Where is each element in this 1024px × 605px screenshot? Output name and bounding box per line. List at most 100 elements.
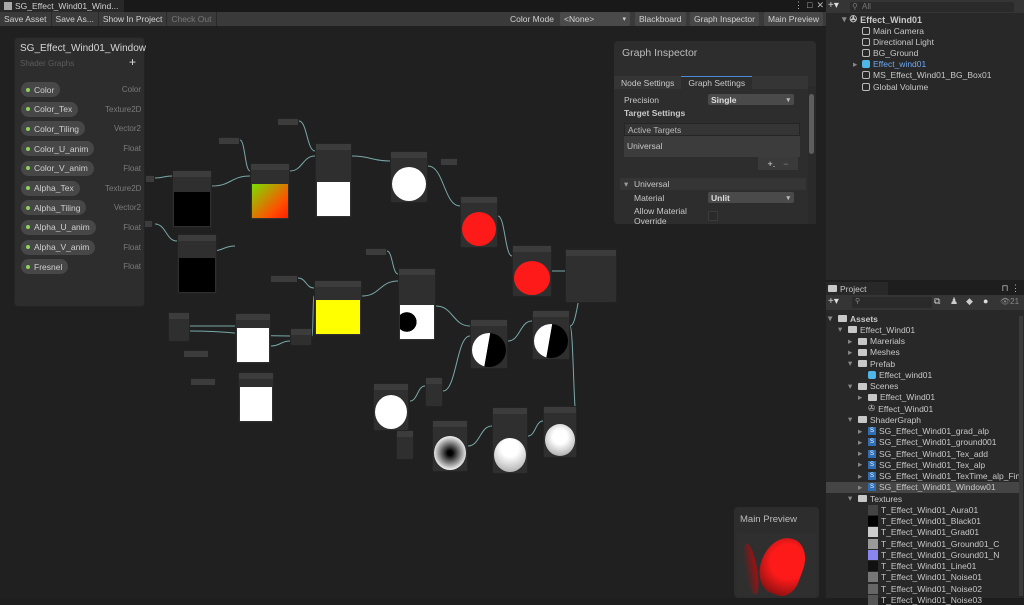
graph-node[interactable] (396, 430, 414, 460)
graph-node[interactable] (373, 383, 409, 431)
project-item[interactable]: ▸ Effect_Wind01 (858, 392, 935, 403)
project-item[interactable]: ▾ Textures (848, 493, 902, 504)
blackboard-property[interactable]: Color_U_anim Float (21, 141, 141, 157)
precision-dropdown[interactable]: Single (708, 94, 794, 105)
graph-node[interactable] (398, 268, 436, 341)
node-header[interactable] (191, 379, 215, 385)
inspector-scrollbar[interactable] (808, 86, 816, 224)
window-tab[interactable]: SG_Effect_Wind01_Wind... (0, 0, 125, 12)
hierarchy-scene-root[interactable]: ▾ ✇ Effect_Wind01 (842, 14, 922, 25)
project-item[interactable]: ▾ Assets (828, 313, 878, 324)
node-header[interactable] (493, 408, 527, 414)
add-property-button[interactable]: + (128, 55, 136, 69)
graph-node[interactable] (460, 196, 498, 248)
close-icon[interactable]: ✕ (816, 0, 824, 10)
graph-node[interactable] (432, 420, 468, 472)
property-pill[interactable]: Alpha_V_anim (21, 239, 96, 255)
project-item[interactable]: T_Effect_Wind01_Ground01_C (858, 538, 999, 549)
graph-node[interactable] (145, 175, 155, 182)
main-preview-toggle[interactable]: Main Preview (764, 12, 824, 26)
universal-section-header[interactable]: ▾ Universal (620, 178, 806, 190)
hierarchy-item[interactable]: MS_Effect_Wind01_BG_Box01 (862, 70, 991, 81)
property-pill[interactable]: Fresnel (21, 259, 69, 275)
project-item[interactable]: ▸ S SG_Effect_Wind01_TexTime_alp_Fin (858, 471, 1020, 482)
graph-node[interactable] (290, 328, 312, 346)
save-as-button[interactable]: Save As... (52, 12, 99, 26)
project-item[interactable]: ▸ S SG_Effect_Wind01_Window01 (858, 482, 996, 493)
graph-node[interactable] (190, 378, 216, 385)
project-item[interactable]: T_Effect_Wind01_Black01 (858, 516, 981, 527)
project-tab[interactable]: Project (826, 282, 888, 295)
hierarchy-item[interactable]: Main Camera (862, 25, 924, 36)
graph-node[interactable] (218, 137, 240, 144)
property-pill[interactable]: Color_Tiling (21, 121, 86, 137)
graph-node[interactable] (168, 312, 190, 342)
project-item[interactable]: T_Effect_Wind01_Noise03 (858, 594, 982, 605)
hierarchy-item[interactable]: Directional Light (862, 36, 934, 47)
blackboard-property[interactable]: Color_Tiling Vector2 (21, 121, 141, 137)
blackboard-property[interactable]: Color Color (21, 82, 141, 97)
project-item[interactable]: T_Effect_Wind01_Noise01 (858, 572, 982, 583)
allow-material-override-checkbox[interactable] (708, 211, 718, 221)
node-header[interactable] (391, 152, 427, 158)
node-header[interactable] (239, 373, 273, 379)
graph-node[interactable] (390, 151, 428, 203)
blackboard-property[interactable]: Fresnel Float (21, 259, 141, 275)
property-pill[interactable]: Color_V_anim (21, 160, 94, 176)
hierarchy-item[interactable]: Global Volume (862, 81, 928, 92)
node-header[interactable] (316, 144, 351, 150)
graph-node[interactable] (235, 313, 271, 364)
graph-node[interactable] (172, 170, 212, 228)
blackboard-property[interactable]: Alpha_Tiling Vector2 (21, 200, 141, 216)
property-pill[interactable]: Alpha_Tex (21, 180, 80, 196)
project-item[interactable]: ✇ Effect_Wind01 (858, 403, 933, 414)
lock-icon[interactable]: ⊓ ⋮ (1001, 283, 1020, 293)
node-header[interactable] (544, 407, 576, 413)
node-header[interactable] (315, 281, 361, 287)
graph-node[interactable] (440, 158, 458, 165)
project-scrollbar[interactable] (1019, 316, 1023, 596)
node-header[interactable] (533, 311, 569, 317)
maximize-icon[interactable]: □ (807, 0, 813, 10)
graph-node[interactable] (512, 245, 552, 297)
node-header[interactable] (366, 249, 386, 255)
node-header[interactable] (397, 431, 413, 437)
project-item[interactable]: T_Effect_Wind01_Grad01 (858, 527, 979, 538)
node-header[interactable] (146, 176, 154, 182)
node-header[interactable] (566, 250, 616, 256)
project-item[interactable]: ▸ Meshes (848, 347, 900, 358)
project-item[interactable]: ▸ S SG_Effect_Wind01_Tex_add (858, 448, 988, 459)
property-pill[interactable]: Color_U_anim (21, 141, 95, 157)
project-item[interactable]: ▸ S SG_Effect_Wind01_Tex_alp (858, 459, 985, 470)
remove-target-button[interactable]: − (783, 158, 789, 169)
graph-node[interactable] (565, 249, 617, 256)
node-header[interactable] (399, 269, 435, 275)
node-header[interactable] (169, 313, 189, 319)
node-header[interactable] (433, 421, 467, 427)
node-header[interactable] (178, 235, 216, 241)
property-pill[interactable]: Alpha_Tiling (21, 200, 87, 216)
project-item[interactable]: ▾ Prefab (848, 358, 895, 369)
node-header[interactable] (184, 351, 208, 357)
project-item[interactable]: ▾ ShaderGraph (848, 414, 921, 425)
property-pill[interactable]: Color_Tex (21, 101, 79, 117)
save-asset-button[interactable]: Save Asset (0, 12, 52, 26)
search-by-type-icon[interactable]: ⧉ (934, 296, 941, 306)
graph-node[interactable] (183, 350, 209, 357)
target-list-item[interactable]: Universal (624, 136, 800, 157)
graph-node[interactable] (492, 407, 528, 474)
node-header[interactable] (471, 320, 507, 326)
graph-node[interactable] (277, 118, 299, 125)
property-pill[interactable]: Alpha_U_anim (21, 219, 96, 235)
node-header[interactable] (461, 197, 497, 203)
main-preview-viewport[interactable] (737, 533, 816, 596)
add-target-button[interactable]: +. (767, 158, 776, 169)
create-icon[interactable]: +▾ (828, 296, 839, 307)
graph-inspector-toggle[interactable]: Graph Inspector (690, 12, 759, 26)
project-search-input[interactable]: ⚲ (852, 297, 932, 308)
hierarchy-search-input[interactable]: ⚲ All (850, 2, 1014, 12)
blackboard-toggle[interactable]: Blackboard (635, 12, 686, 26)
project-item[interactable]: ▾ Effect_Wind01 (838, 324, 915, 335)
blackboard-property[interactable]: Alpha_U_anim Float (21, 219, 141, 235)
blackboard-property[interactable]: Color_Tex Texture2D (21, 101, 141, 117)
